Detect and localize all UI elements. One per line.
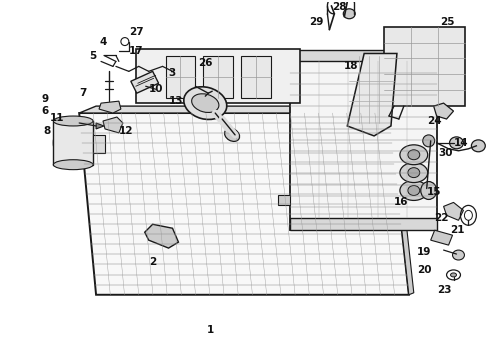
- Ellipse shape: [471, 140, 485, 152]
- Ellipse shape: [53, 160, 93, 170]
- Text: 14: 14: [454, 138, 468, 148]
- Ellipse shape: [224, 129, 240, 141]
- Ellipse shape: [408, 185, 420, 195]
- Text: 11: 11: [49, 113, 64, 123]
- Polygon shape: [278, 195, 290, 206]
- Text: 20: 20: [417, 265, 431, 275]
- Text: 27: 27: [129, 27, 144, 37]
- Text: 28: 28: [332, 2, 346, 12]
- Text: 30: 30: [439, 148, 453, 158]
- Text: 24: 24: [427, 116, 441, 126]
- Ellipse shape: [400, 181, 428, 201]
- Bar: [290, 218, 437, 230]
- Polygon shape: [145, 224, 178, 248]
- Text: 22: 22: [434, 213, 448, 223]
- Polygon shape: [443, 202, 464, 220]
- Ellipse shape: [53, 116, 93, 126]
- Bar: [136, 49, 299, 103]
- Bar: [166, 57, 196, 98]
- Text: 6: 6: [42, 106, 49, 116]
- Text: 16: 16: [394, 197, 409, 207]
- Text: 5: 5: [89, 51, 97, 62]
- Text: 10: 10: [148, 84, 163, 94]
- Polygon shape: [431, 230, 453, 245]
- Text: 1: 1: [207, 324, 214, 334]
- Bar: [384, 27, 466, 106]
- Polygon shape: [96, 123, 104, 129]
- Polygon shape: [79, 113, 409, 295]
- Ellipse shape: [453, 250, 465, 260]
- Polygon shape: [347, 54, 397, 136]
- Text: 4: 4: [99, 37, 106, 46]
- Polygon shape: [131, 71, 159, 93]
- Text: 12: 12: [119, 126, 133, 136]
- Ellipse shape: [400, 145, 428, 165]
- Ellipse shape: [400, 163, 428, 183]
- Bar: [203, 57, 233, 98]
- Polygon shape: [103, 117, 123, 133]
- Polygon shape: [99, 101, 121, 113]
- Bar: [290, 50, 437, 62]
- Text: 3: 3: [169, 68, 176, 78]
- Ellipse shape: [421, 181, 437, 199]
- Ellipse shape: [450, 273, 457, 277]
- Ellipse shape: [343, 9, 355, 19]
- Bar: [241, 57, 271, 98]
- Text: 19: 19: [417, 247, 431, 257]
- Bar: [93, 135, 105, 153]
- Text: 13: 13: [169, 96, 183, 106]
- Ellipse shape: [423, 135, 435, 147]
- Ellipse shape: [192, 94, 219, 112]
- Text: 23: 23: [437, 285, 451, 295]
- Polygon shape: [79, 106, 409, 113]
- Ellipse shape: [53, 121, 93, 165]
- Bar: [53, 121, 93, 165]
- Text: 18: 18: [344, 62, 359, 71]
- Text: 25: 25: [441, 17, 455, 27]
- Text: 8: 8: [44, 126, 50, 136]
- Text: 7: 7: [79, 88, 87, 98]
- Polygon shape: [434, 103, 454, 119]
- Ellipse shape: [408, 150, 420, 160]
- Bar: [290, 57, 437, 230]
- Ellipse shape: [449, 137, 464, 149]
- Text: 17: 17: [129, 46, 144, 57]
- Text: 29: 29: [310, 17, 324, 27]
- Ellipse shape: [63, 131, 83, 155]
- Text: 26: 26: [198, 58, 213, 68]
- Polygon shape: [389, 111, 414, 295]
- Ellipse shape: [408, 168, 420, 177]
- Text: 9: 9: [42, 94, 49, 104]
- Text: 15: 15: [427, 188, 441, 198]
- Polygon shape: [278, 66, 290, 76]
- Ellipse shape: [184, 87, 227, 120]
- Text: 21: 21: [450, 225, 465, 235]
- Text: 2: 2: [148, 257, 156, 267]
